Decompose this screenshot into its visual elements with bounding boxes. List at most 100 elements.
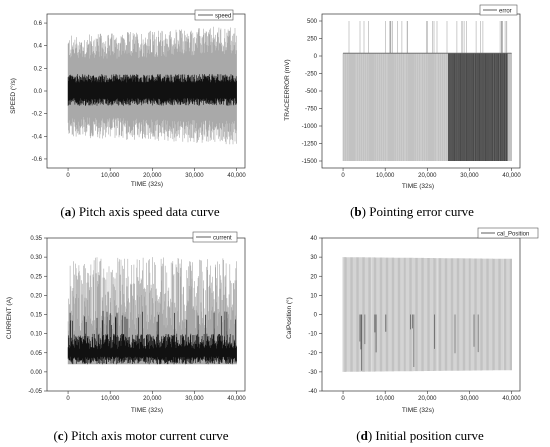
- chart-d-legend: cal_Position: [477, 227, 539, 239]
- chart-c-y-tick-label-4: 0.15: [30, 313, 42, 319]
- chart-b-ylabel: TRACEERROR (mV): [284, 59, 291, 120]
- chart-c-y-tick-label-1: 0.00: [30, 370, 42, 376]
- chart-c-y-tick-label-7: 0.30: [30, 255, 42, 261]
- caption-d: (d) Initial position curve: [356, 428, 484, 443]
- chart-c-y-tick-label-2: 0.05: [30, 351, 42, 357]
- caption-c-text: Pitch axis motor current curve: [71, 428, 229, 443]
- chart-a-x-tick-label-3: 30,000: [185, 173, 204, 179]
- chart-d-y-ticks: -40 -30 -20 -10 0 10 20 30 40: [308, 236, 322, 395]
- panel-d: 0 10,000 20,000 30,000 40,000 -40 -30 -20 -10 0 10…: [285, 227, 539, 443]
- caption-d-text: Initial position curve: [375, 428, 484, 443]
- chart-d-x-tick-label-0: 0: [341, 396, 345, 402]
- chart-b-y-tick-label-6: 0: [314, 54, 318, 60]
- caption-c: (c) Pitch axis motor current curve: [53, 428, 228, 443]
- chart-c-legend: current: [192, 231, 238, 243]
- chart-d-xlabel: TIME (32s): [402, 407, 434, 414]
- caption-c-letter: c: [58, 428, 64, 443]
- chart-a-y-tick-label-4: 0.2: [34, 66, 43, 72]
- chart-d-x-tick-label-2: 20,000: [418, 396, 437, 402]
- chart-a-plot: 0 10,000 20,000 30,000 40,000 -0.6 -0.4 -0.2 0.0…: [32, 13, 246, 179]
- chart-d-legend-label: cal_Position: [497, 232, 529, 238]
- chart-b-y-tick-label-4: -500: [305, 89, 318, 95]
- chart-d-y-tick-label-6: 20: [310, 274, 317, 280]
- chart-a-x-tick-label-4: 40,000: [227, 173, 246, 179]
- chart-d-plot: 0 10,000 20,000 30,000 40,000 -40 -30 -20 -10 0 10…: [308, 236, 521, 402]
- chart-a-x-tick-label-2: 20,000: [143, 173, 162, 179]
- chart-a-x-tick-label-1: 10,000: [101, 173, 120, 179]
- chart-b-y-tick-label-2: -1000: [302, 124, 318, 130]
- chart-a-y-tick-label-1: -0.4: [32, 134, 43, 140]
- chart-a-y-tick-label-2: -0.2: [32, 112, 43, 118]
- chart-b-y-tick-label-8: 500: [307, 19, 318, 25]
- chart-c-x-ticks: 0 10,000 20,000 30,000 40,000: [66, 391, 246, 402]
- chart-c-y-tick-label-0: -0.05: [28, 389, 42, 395]
- chart-d-y-tick-label-4: 0: [314, 313, 318, 319]
- chart-a-y-tick-label-3: 0.0: [34, 89, 43, 95]
- chart-c-ylabel: CURRENT (A): [6, 297, 13, 339]
- chart-c-series-current: [67, 257, 237, 365]
- chart-d-ylabel: CalPosition (°): [285, 297, 293, 339]
- chart-b-plot: 0 10,000 20,000 30,000 40,000 -1500 -1250 -1000…: [302, 13, 521, 179]
- chart-b-y-tick-label-1: -1250: [302, 142, 318, 148]
- chart-c-x-tick-label-3: 30,000: [185, 396, 204, 402]
- chart-b-legend: error: [479, 4, 518, 16]
- chart-b-y-tick-label-0: -1500: [302, 159, 318, 165]
- chart-a-y-ticks: -0.6 -0.4 -0.2 0.0 0.2 0.4 0.6: [32, 21, 47, 163]
- chart-d-y-tick-label-1: -30: [308, 370, 317, 376]
- chart-b-x-tick-label-0: 0: [341, 173, 345, 179]
- chart-c-plot: 0 10,000 20,000 30,000 40,000 -0.05 0.00 0.05 0.…: [28, 236, 246, 402]
- chart-a-legend-label: speed: [215, 14, 231, 20]
- chart-c-y-tick-label-8: 0.35: [30, 236, 42, 242]
- chart-d-x-tick-label-4: 40,000: [502, 396, 521, 402]
- chart-a-legend: speed: [194, 9, 234, 21]
- caption-a-letter: a: [65, 204, 72, 219]
- chart-a-y-tick-label-6: 0.6: [34, 21, 43, 27]
- chart-c-x-tick-label-1: 10,000: [101, 396, 120, 402]
- chart-d-y-tick-label-2: -20: [308, 351, 317, 357]
- chart-c-legend-label: current: [213, 236, 232, 242]
- chart-c-x-tick-label-4: 40,000: [227, 396, 246, 402]
- caption-b: (b) Pointing error curve: [350, 204, 474, 219]
- chart-a-y-tick-label-5: 0.4: [34, 44, 43, 50]
- chart-a-series-speed: [67, 26, 237, 145]
- chart-b-x-ticks: 0 10,000 20,000 30,000 40,000: [341, 168, 521, 179]
- chart-d-y-tick-label-7: 30: [310, 255, 317, 261]
- panel-c: 0 10,000 20,000 30,000 40,000 -0.05 0.00 0.05 0.…: [6, 231, 246, 443]
- chart-b-x-tick-label-4: 40,000: [502, 173, 521, 179]
- chart-d-y-tick-label-3: -10: [308, 332, 317, 338]
- caption-a-text: Pitch axis speed data curve: [79, 204, 220, 219]
- chart-c-x-tick-label-2: 20,000: [143, 396, 162, 402]
- chart-c-y-ticks: -0.05 0.00 0.05 0.10 0.15 0.20 0.25 0.30 0.35: [28, 236, 47, 395]
- caption-d-letter: d: [361, 428, 369, 443]
- caption-a: (a) Pitch axis speed data curve: [60, 204, 219, 219]
- chart-c-y-tick-label-3: 0.10: [30, 332, 42, 338]
- chart-b-series-error: [342, 21, 512, 161]
- chart-c-xlabel: TIME (32s): [131, 407, 163, 414]
- chart-a-xlabel: TIME (32s): [131, 181, 163, 188]
- chart-d-y-tick-label-8: 40: [310, 236, 317, 242]
- chart-a-x-tick-label-0: 0: [66, 173, 70, 179]
- chart-b-x-tick-label-3: 30,000: [460, 173, 479, 179]
- chart-d-y-tick-label-0: -40: [308, 389, 317, 395]
- panel-a: 0 10,000 20,000 30,000 40,000 -0.6 -0.4 -0.2 0.0…: [9, 9, 246, 219]
- chart-b-legend-label: error: [499, 9, 512, 15]
- chart-b-x-tick-label-2: 20,000: [418, 173, 437, 179]
- panel-b: 0 10,000 20,000 30,000 40,000 -1500 -1250 -1000…: [284, 4, 521, 219]
- chart-d-x-tick-label-1: 10,000: [376, 396, 395, 402]
- chart-a-y-tick-label-0: -0.6: [32, 157, 43, 163]
- chart-b-y-tick-label-7: 250: [307, 37, 318, 43]
- caption-b-text: Pointing error curve: [369, 204, 474, 219]
- caption-b-letter: b: [354, 204, 361, 219]
- chart-a-x-ticks: 0 10,000 20,000 30,000 40,000: [66, 168, 246, 179]
- chart-b-xlabel: TIME (32s): [402, 183, 434, 190]
- chart-c-y-tick-label-5: 0.20: [30, 293, 42, 299]
- chart-b-x-tick-label-1: 10,000: [376, 173, 395, 179]
- chart-a-ylabel: SPEED (°/s): [9, 78, 17, 114]
- chart-c-x-tick-label-0: 0: [66, 396, 70, 402]
- chart-d-x-tick-label-3: 30,000: [460, 396, 479, 402]
- chart-b-y-ticks: -1500 -1250 -1000 -750 -500 -250 0 250 500: [302, 19, 322, 165]
- chart-d-series-cal_Position: [342, 257, 512, 372]
- chart-c-y-tick-label-6: 0.25: [30, 274, 42, 280]
- chart-b-y-tick-label-3: -750: [305, 107, 318, 113]
